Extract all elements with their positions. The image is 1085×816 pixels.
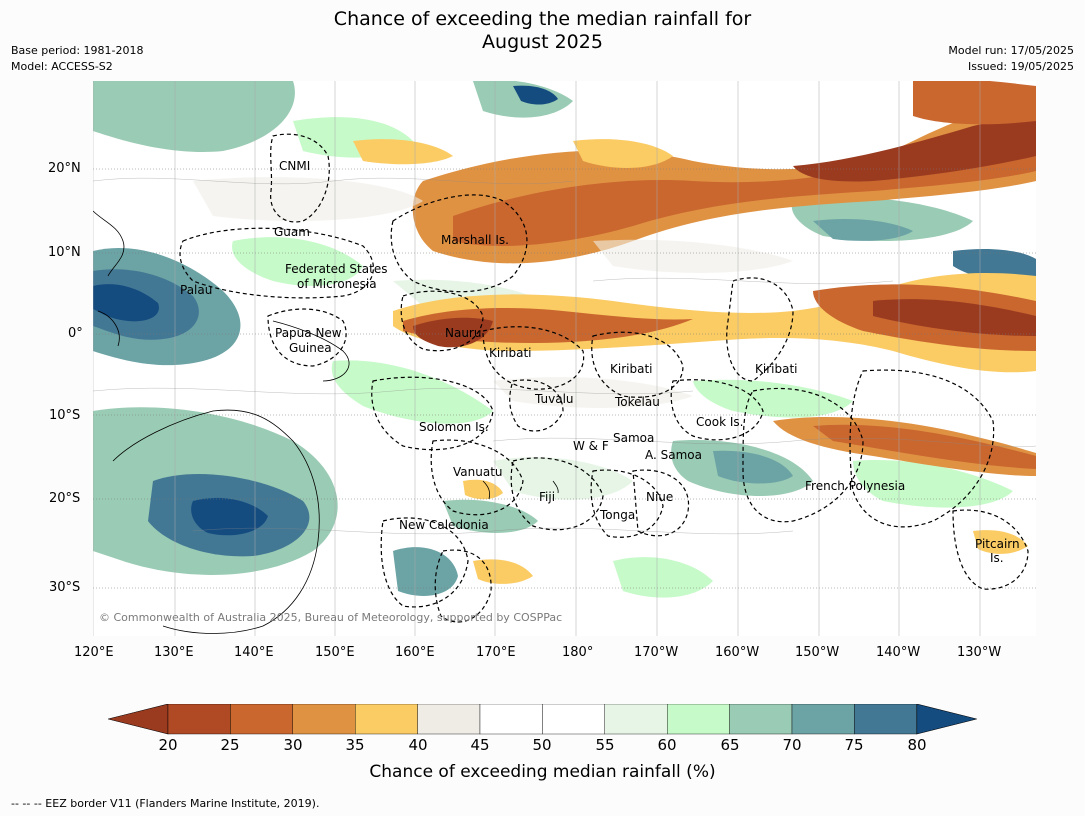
colorbar-segment xyxy=(542,704,605,735)
region-label: Solomon Is. xyxy=(419,420,489,434)
colorbar-label: Chance of exceeding median rainfall (%) xyxy=(369,762,716,782)
region-label: Niue xyxy=(646,490,674,504)
colorbar-tick: 25 xyxy=(220,736,240,754)
map-svg xyxy=(93,81,1036,636)
y-tick-label: 30°S xyxy=(49,580,81,595)
region-label: Kiribati xyxy=(610,362,653,376)
region-label: Pitcairn xyxy=(975,537,1020,551)
contours xyxy=(93,177,1036,535)
colorbar-tick: 60 xyxy=(657,736,677,754)
region-label: Papua New xyxy=(275,326,342,340)
model-run: Model run: 17/05/2025 xyxy=(948,44,1074,57)
map-title: Chance of exceeding the median rainfall … xyxy=(0,8,1085,54)
meta-left: Base period: 1981-2018 Model: ACCESS-S2 xyxy=(11,43,143,75)
rainfall-map: CNMI Guam Marshall Is. Federated States … xyxy=(93,81,1036,636)
region-label: Cook Is. xyxy=(696,415,744,429)
colorbar-tick: 40 xyxy=(408,736,428,754)
y-tick-label: 10°N xyxy=(48,245,81,260)
colorbar-segment xyxy=(604,704,668,735)
copyright-notice: © Commonwealth of Australia 2025, Bureau… xyxy=(99,611,563,624)
x-tick-label: 160°E xyxy=(395,645,435,660)
x-tick-label: 160°W xyxy=(715,645,760,660)
colorbar-segment xyxy=(667,704,730,735)
colorbar-tick: 20 xyxy=(158,736,178,754)
colorbar-segment xyxy=(354,704,418,735)
coastlines xyxy=(93,210,559,634)
region-label: Tokelau xyxy=(615,395,660,409)
x-tick-label: 180° xyxy=(562,645,594,660)
colorbar-segment xyxy=(292,704,356,735)
colorbar-segment xyxy=(479,704,543,735)
meta-right: Model run: 17/05/2025 Issued: 19/05/2025 xyxy=(948,43,1074,75)
colorbar-segment xyxy=(854,704,918,735)
colorbar-tick: 50 xyxy=(532,736,552,754)
colorbar-extend-high xyxy=(916,704,977,735)
model-name: Model: ACCESS-S2 xyxy=(11,60,113,73)
x-tick-label: 130°W xyxy=(957,645,1002,660)
region-label: Tuvalu xyxy=(535,392,574,406)
region-label: Samoa xyxy=(613,431,655,445)
y-tick-label: 20°S xyxy=(49,491,81,506)
region-label: Palau xyxy=(180,283,213,297)
colorbar-extend-low xyxy=(108,704,169,735)
colorbar-segment xyxy=(167,704,231,735)
colorbar xyxy=(108,704,977,735)
base-period: Base period: 1981-2018 xyxy=(11,44,144,57)
colorbar-tick: 30 xyxy=(283,736,303,754)
y-tick-label: 0° xyxy=(68,326,83,341)
eez-borders xyxy=(179,133,1029,623)
colorbar-tick: 80 xyxy=(907,736,927,754)
region-label: Nauru xyxy=(445,326,482,340)
region-label: Vanuatu xyxy=(453,465,503,479)
region-label: Guam xyxy=(274,225,310,239)
x-tick-label: 130°E xyxy=(154,645,194,660)
colorbar-tick: 70 xyxy=(782,736,802,754)
colorbar-tick: 45 xyxy=(470,736,490,754)
title-line-1: Chance of exceeding the median rainfall … xyxy=(333,8,752,30)
x-tick-label: 150°E xyxy=(315,645,355,660)
region-label: CNMI xyxy=(279,159,311,173)
y-tick-label: 10°S xyxy=(49,408,81,423)
footer-note: -- -- -- EEZ border V11 (Flanders Marine… xyxy=(11,797,320,810)
x-tick-label: 150°W xyxy=(795,645,840,660)
region-label: Marshall Is. xyxy=(441,233,509,247)
region-label: A. Samoa xyxy=(645,448,702,462)
x-tick-label: 170°E xyxy=(476,645,516,660)
colorbar-tick: 65 xyxy=(720,736,740,754)
region-label: Tonga xyxy=(600,508,636,522)
region-label: Kiribati xyxy=(755,362,798,376)
colorbar-segment xyxy=(230,704,294,735)
region-label: Is. xyxy=(990,551,1004,565)
y-tick-label: 20°N xyxy=(48,161,81,176)
colorbar-segment xyxy=(417,704,481,735)
x-tick-label: 140°E xyxy=(234,645,274,660)
x-tick-label: 120°E xyxy=(74,645,114,660)
x-tick-label: 170°W xyxy=(634,645,679,660)
colorbar-tick: 55 xyxy=(595,736,615,754)
rainfall-field xyxy=(93,81,1036,598)
region-label: French Polynesia xyxy=(805,479,906,493)
region-label: Federated States xyxy=(285,262,388,276)
issued-date: Issued: 19/05/2025 xyxy=(967,60,1074,73)
colorbar-segment xyxy=(791,704,855,735)
colorbar-tick: 35 xyxy=(345,736,365,754)
colorbar-segment xyxy=(729,704,793,735)
region-label: W & F xyxy=(573,439,609,453)
region-label: of Micronesia xyxy=(297,277,377,291)
region-label: Guinea xyxy=(289,341,332,355)
graticule xyxy=(93,168,1036,589)
region-label: New Caledonia xyxy=(399,518,489,532)
colorbar-tick: 75 xyxy=(844,736,864,754)
x-tick-label: 140°W xyxy=(876,645,921,660)
region-label: Kiribati xyxy=(489,346,532,360)
region-label: Fiji xyxy=(539,490,556,504)
title-line-2: August 2025 xyxy=(482,31,603,53)
